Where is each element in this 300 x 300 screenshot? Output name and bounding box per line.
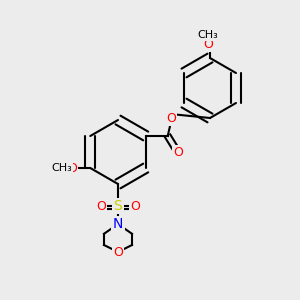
Text: O: O — [96, 200, 106, 214]
Text: S: S — [114, 199, 122, 213]
Text: O: O — [113, 245, 123, 259]
Text: O: O — [67, 161, 77, 175]
Text: CH₃: CH₃ — [51, 163, 72, 173]
Text: O: O — [173, 146, 183, 160]
Text: O: O — [203, 38, 213, 50]
Text: N: N — [113, 217, 123, 231]
Text: O: O — [130, 200, 140, 214]
Text: CH₃: CH₃ — [198, 30, 218, 40]
Text: O: O — [166, 112, 176, 124]
